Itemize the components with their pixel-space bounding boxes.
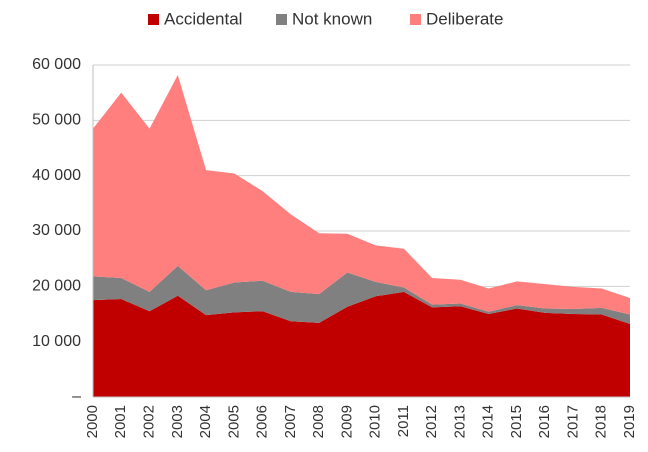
y-tick-label: 40 000 [32, 167, 81, 184]
legend-swatch [148, 14, 159, 25]
x-tick-label: 2003 [169, 405, 186, 438]
legend-label: Not known [292, 9, 372, 28]
y-tick-label: – [72, 388, 81, 405]
legend-swatch [410, 14, 421, 25]
x-tick-label: 2007 [282, 405, 299, 438]
x-tick-label: 2017 [564, 405, 581, 438]
x-tick-label: 2015 [508, 405, 525, 438]
legend-label: Accidental [164, 9, 242, 28]
area [93, 74, 630, 315]
x-tick-label: 2014 [480, 405, 497, 438]
legend-label: Deliberate [426, 9, 504, 28]
x-tick-label: 2001 [112, 405, 129, 438]
legend-swatch [276, 14, 287, 25]
x-tick-label: 2012 [423, 405, 440, 438]
y-tick-label: 20 000 [32, 278, 81, 295]
y-tick-label: 50 000 [32, 112, 81, 129]
x-tick-label: 2013 [451, 405, 468, 438]
x-tick-label: 2019 [621, 405, 638, 438]
x-tick-label: 2009 [338, 405, 355, 438]
x-tick-label: 2004 [197, 405, 214, 438]
x-tick-label: 2011 [395, 405, 412, 437]
area [93, 291, 630, 397]
y-tick-label: 10 000 [32, 333, 81, 350]
y-tick-label: 30 000 [32, 222, 81, 239]
x-tick-label: 2000 [84, 405, 101, 438]
x-tick-label: 2010 [367, 405, 384, 438]
area [93, 265, 630, 324]
x-tick-label: 2002 [140, 405, 157, 438]
x-tick-label: 2018 [593, 405, 610, 438]
y-tick-label: 60 000 [32, 56, 81, 73]
x-tick-label: 2005 [225, 405, 242, 438]
x-tick-label: 2008 [310, 405, 327, 438]
x-tick-label: 2016 [536, 405, 553, 438]
x-tick-label: 2006 [254, 405, 271, 438]
